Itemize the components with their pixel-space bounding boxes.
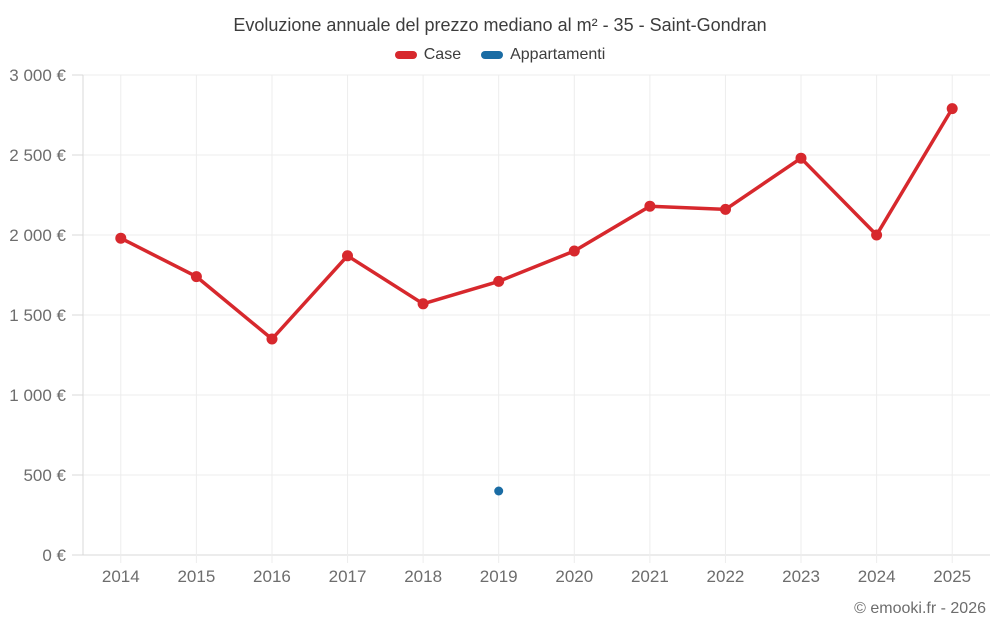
- point-case-2023[interactable]: [795, 152, 807, 164]
- y-axis-label: 2 000 €: [9, 226, 66, 245]
- chart-title: Evoluzione annuale del prezzo mediano al…: [233, 15, 767, 35]
- point-case-2014[interactable]: [115, 232, 127, 244]
- x-axis-label: 2021: [631, 567, 669, 586]
- y-axis-label: 3 000 €: [9, 66, 66, 85]
- y-axis-label: 2 500 €: [9, 146, 66, 165]
- x-axis-label: 2015: [177, 567, 215, 586]
- legend-item-appartamenti[interactable]: Appartamenti: [481, 46, 605, 64]
- point-case-2024[interactable]: [871, 229, 883, 241]
- point-case-2022[interactable]: [720, 203, 731, 215]
- y-axis-label: 0 €: [42, 546, 66, 565]
- y-axis-label: 500 €: [23, 466, 66, 485]
- x-axis-label: 2018: [404, 567, 442, 586]
- legend-swatch-case: [394, 51, 417, 59]
- point-case-2015[interactable]: [190, 271, 202, 283]
- x-axis-label: 2020: [555, 567, 593, 586]
- point-case-2019[interactable]: [493, 275, 505, 287]
- point-case-2017[interactable]: [342, 250, 353, 262]
- x-axis-label: 2024: [858, 567, 896, 586]
- series-line-case: [120, 107, 954, 341]
- x-axis-label: 2016: [253, 567, 291, 586]
- x-axis-label: 2019: [480, 567, 518, 586]
- x-axis-label: 2025: [933, 567, 971, 586]
- point-case-2020[interactable]: [568, 245, 580, 257]
- point-case-2018[interactable]: [417, 298, 429, 310]
- x-axis-label: 2014: [102, 567, 140, 586]
- x-axis-label: 2023: [782, 567, 820, 586]
- point-case-2016[interactable]: [266, 333, 278, 345]
- y-axis-label: 1 000 €: [9, 386, 66, 405]
- point-case-2025[interactable]: [946, 103, 958, 115]
- x-axis-label: 2017: [329, 567, 367, 586]
- point-appartamenti-2019[interactable]: [494, 486, 504, 496]
- copyright-credit: © emooki.fr - 2026: [854, 600, 986, 617]
- legend-item-case[interactable]: Case: [394, 46, 462, 64]
- y-axis-label: 1 500 €: [9, 306, 66, 325]
- point-case-2021[interactable]: [644, 200, 656, 212]
- legend-label: Appartamenti: [510, 46, 606, 63]
- legend-swatch-appartamenti: [481, 51, 504, 59]
- chart-legend: Case Appartamenti: [0, 46, 1000, 64]
- legend-label: Case: [423, 46, 462, 63]
- x-axis-label: 2022: [707, 567, 745, 586]
